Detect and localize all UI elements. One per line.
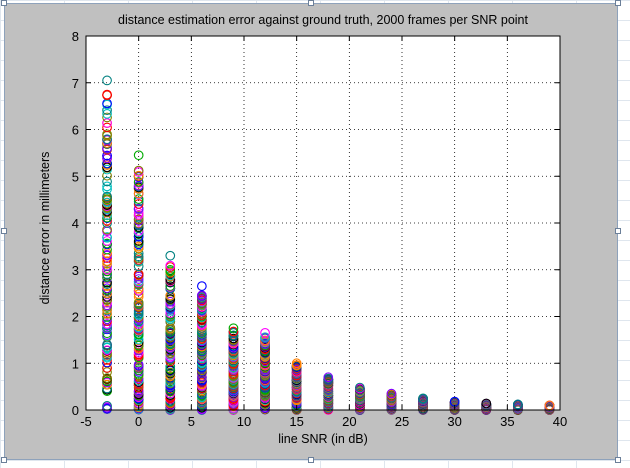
- scatter-point: [102, 357, 112, 368]
- scatter-point: [133, 150, 144, 161]
- scatter-point: [102, 184, 112, 195]
- scatter-point: [102, 232, 112, 242]
- scatter-point: [165, 250, 176, 261]
- scatter-point: [133, 165, 144, 176]
- scatter-point: [165, 364, 176, 374]
- resize-handle-top-right[interactable]: [615, 0, 621, 6]
- scatter-point: [386, 388, 397, 399]
- scatter-point: [102, 176, 112, 187]
- scatter-point: [133, 269, 144, 279]
- chart-title: distance estimation error against ground…: [118, 13, 528, 27]
- scatter-point: [418, 393, 428, 404]
- scatter-point: [165, 260, 176, 271]
- scatter-point: [133, 316, 144, 327]
- data-points: [102, 75, 555, 415]
- scatter-point: [102, 345, 112, 356]
- x-tick-label: 40: [553, 414, 567, 429]
- scatter-point: [133, 194, 144, 204]
- y-tick-label: 3: [72, 263, 79, 278]
- resize-handle-bottom-left[interactable]: [1, 457, 7, 463]
- scatter-point: [102, 112, 112, 123]
- scatter-point: [355, 382, 365, 393]
- scatter-point: [197, 281, 207, 291]
- x-tick-label: 20: [342, 414, 356, 429]
- scatter-point: [102, 181, 112, 192]
- scatter-point: [133, 276, 144, 287]
- scatter-point: [133, 283, 144, 294]
- scatter-point: [102, 134, 112, 145]
- scatter-point: [133, 334, 144, 345]
- scatter-point: [481, 398, 492, 409]
- scatter-point: [260, 332, 270, 343]
- resize-handle-mid-right[interactable]: [615, 228, 621, 234]
- scatter-point: [102, 105, 112, 116]
- scatter-point: [102, 191, 112, 202]
- y-tick-label: 1: [72, 356, 79, 371]
- x-tick-label: 35: [500, 414, 514, 429]
- scatter-point: [102, 89, 112, 100]
- scatter-point: [102, 272, 112, 282]
- resize-handle-bottom-right[interactable]: [615, 457, 621, 463]
- scatter-point: [102, 236, 112, 246]
- y-tick-label: 4: [72, 216, 79, 231]
- x-tick-label: 0: [135, 414, 142, 429]
- grid-lines: [86, 36, 560, 410]
- scatter-point: [133, 289, 144, 300]
- resize-handle-bottom-mid[interactable]: [308, 457, 314, 463]
- resize-handle-mid-left[interactable]: [1, 228, 7, 234]
- x-tick-label: -5: [80, 414, 92, 429]
- scatter-point: [133, 177, 144, 187]
- y-tick-label: 5: [72, 169, 79, 184]
- scatter-point: [165, 281, 176, 291]
- y-tick-label: 6: [72, 123, 79, 138]
- scatter-point: [228, 323, 239, 334]
- scatter-point: [133, 199, 144, 209]
- y-tick-label: 0: [72, 403, 79, 418]
- scatter-point: [291, 358, 302, 369]
- y-tick-label: 2: [72, 310, 79, 325]
- scatter-point: [133, 226, 144, 236]
- scatter-point: [323, 372, 334, 383]
- x-tick-label: 10: [237, 414, 251, 429]
- scatter-point: [102, 319, 112, 329]
- scatter-point: [260, 328, 270, 338]
- x-tick-label: 5: [188, 414, 195, 429]
- scatter-point: [228, 330, 239, 341]
- scatter-point: [133, 170, 144, 181]
- scatter-point: [102, 312, 112, 322]
- scatter-point: [102, 373, 112, 383]
- x-tick-label: 30: [447, 414, 461, 429]
- scatter-point: [102, 108, 112, 119]
- scatter-point: [102, 256, 112, 266]
- scatter-point: [133, 188, 144, 199]
- scatter-point: [102, 218, 112, 229]
- scatter-point: [102, 150, 112, 161]
- y-tick-label: 8: [72, 29, 79, 44]
- scatter-point: [197, 290, 207, 301]
- scatter-point: [133, 214, 144, 225]
- scatter-point: [102, 288, 112, 299]
- x-tick-label: 15: [289, 414, 303, 429]
- x-tick-label: 25: [395, 414, 409, 429]
- y-axis-label: distance error in millimeters: [38, 152, 52, 305]
- resize-handle-top-left[interactable]: [1, 0, 7, 6]
- scatter-point: [102, 304, 112, 315]
- scatter-point: [133, 274, 144, 284]
- scatter-point: [165, 265, 176, 275]
- x-axis-label: line SNR (in dB): [278, 432, 368, 446]
- scatter-point: [228, 326, 239, 337]
- y-tick-label: 7: [72, 76, 79, 91]
- scatter-point: [102, 122, 112, 133]
- scatter-point: [133, 203, 144, 214]
- scatter-point: [102, 238, 112, 249]
- resize-handle-top-mid[interactable]: [308, 0, 314, 6]
- scatter-point: [102, 75, 112, 86]
- scatter-point: [165, 274, 176, 284]
- scatter-point: [102, 129, 112, 140]
- scatter-point: [513, 399, 523, 410]
